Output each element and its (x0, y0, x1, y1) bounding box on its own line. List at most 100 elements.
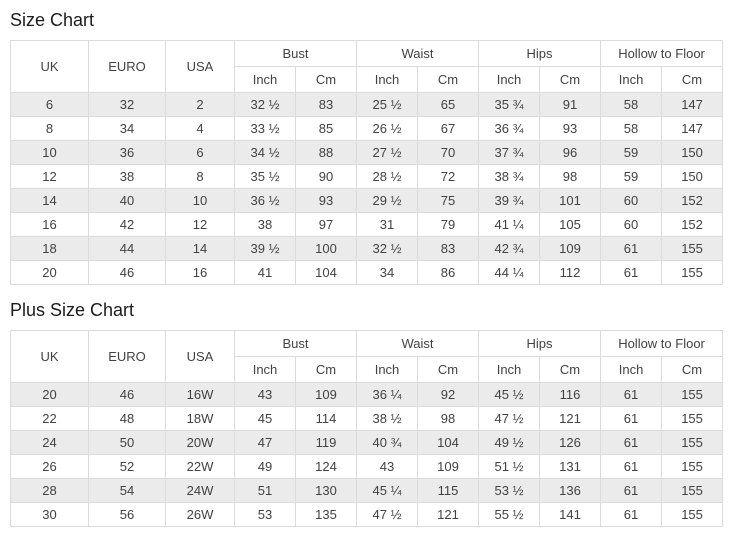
subheader-inch: Inch (356, 356, 419, 383)
column-header-uk: UK (10, 330, 89, 383)
table-cell: 26W (165, 502, 235, 527)
table-cell: 85 (294, 116, 358, 141)
table-row: 18 44 14 39 ½ 100 32 ½ 83 42 ¾ 109 61 155 (10, 236, 724, 261)
table-cell: 39 ½ (234, 236, 296, 261)
table-cell: 6 (10, 92, 89, 117)
subheader-cm: Cm (417, 66, 480, 93)
table-cell: 90 (294, 164, 358, 189)
table-cell: 104 (417, 430, 480, 455)
table-cell: 32 (88, 92, 166, 117)
table-cell: 155 (661, 260, 724, 285)
table-cell: 14 (165, 236, 235, 261)
table-cell: 88 (294, 140, 358, 165)
table-cell: 96 (539, 140, 602, 165)
table-cell: 38 (88, 164, 166, 189)
table-cell: 25 ½ (356, 92, 419, 117)
table-cell: 35 ½ (234, 164, 296, 189)
subheader-cm: Cm (539, 66, 602, 93)
table-cell: 61 (600, 382, 663, 407)
subheader-inch: Inch (600, 66, 663, 93)
column-header-euro: EURO (88, 40, 166, 93)
table-cell: 44 ¼ (478, 260, 541, 285)
subheader-inch: Inch (356, 66, 419, 93)
table-cell: 27 ½ (356, 140, 419, 165)
table-cell: 53 ½ (478, 478, 541, 503)
table-cell: 92 (417, 382, 480, 407)
table-cell: 59 (600, 164, 663, 189)
table-cell: 47 ½ (478, 406, 541, 431)
table-cell: 155 (661, 454, 724, 479)
column-header-euro: EURO (88, 330, 166, 383)
table-cell: 22 (10, 406, 89, 431)
size-chart-body: 6 32 2 32 ½ 83 25 ½ 65 35 ¾ 91 58 147 8 34 4 33 ½ 85 26 … (10, 92, 724, 285)
subheader-cm: Cm (661, 66, 724, 93)
table-cell: 10 (10, 140, 89, 165)
table-cell: 10 (165, 188, 235, 213)
table-row: 28 54 24W 51 130 45 ¼ 115 53 ½ 136 61 155 (10, 478, 724, 503)
table-cell: 121 (539, 406, 602, 431)
column-group-hollow-to-floor: Hollow to Floor (600, 40, 724, 67)
table-cell: 72 (417, 164, 480, 189)
table-cell: 12 (165, 212, 235, 237)
table-cell: 105 (539, 212, 602, 237)
table-cell: 51 ½ (478, 454, 541, 479)
table-row: 16 42 12 38 97 31 79 41 ¼ 105 60 152 (10, 212, 724, 237)
column-header-usa: USA (165, 330, 235, 383)
table-row: 8 34 4 33 ½ 85 26 ½ 67 36 ¾ 93 58 147 (10, 116, 724, 141)
table-row: 26 52 22W 49 124 43 109 51 ½ 131 61 155 (10, 454, 724, 479)
table-cell: 47 (234, 430, 296, 455)
size-chart-title: Size Chart (10, 10, 95, 30)
table-cell: 86 (417, 260, 480, 285)
plus-size-chart-header: UK EURO USA Bust Waist Hips Hollow to Fl… (10, 330, 724, 383)
table-cell: 49 ½ (478, 430, 541, 455)
table-cell: 33 ½ (234, 116, 296, 141)
table-cell: 130 (294, 478, 358, 503)
table-cell: 115 (417, 478, 480, 503)
table-cell: 54 (88, 478, 166, 503)
table-cell: 41 (234, 260, 296, 285)
table-cell: 53 (234, 502, 296, 527)
table-cell: 79 (417, 212, 480, 237)
column-group-bust: Bust (233, 330, 358, 357)
table-cell: 109 (417, 454, 480, 479)
table-cell: 8 (165, 164, 235, 189)
size-chart-header: UK EURO USA Bust Waist Hips Hollow to Fl… (10, 40, 724, 93)
table-cell: 60 (600, 188, 663, 213)
table-cell: 24 (10, 430, 89, 455)
table-cell: 61 (600, 236, 663, 261)
column-group-bust: Bust (233, 40, 358, 67)
table-cell: 46 (88, 382, 166, 407)
table-cell: 34 ½ (234, 140, 296, 165)
table-cell: 136 (539, 478, 602, 503)
table-cell: 155 (661, 478, 724, 503)
table-cell: 4 (165, 116, 235, 141)
table-cell: 20 (10, 382, 89, 407)
table-cell: 61 (600, 454, 663, 479)
table-cell: 38 ¾ (478, 164, 541, 189)
table-row: 20 46 16W 43 109 36 ¼ 92 45 ½ 116 61 155 (10, 382, 724, 407)
table-cell: 112 (539, 260, 602, 285)
table-cell: 126 (539, 430, 602, 455)
table-cell: 45 ½ (478, 382, 541, 407)
table-cell: 119 (294, 430, 358, 455)
table-cell: 155 (661, 430, 724, 455)
table-cell: 35 ¾ (478, 92, 541, 117)
table-cell: 67 (417, 116, 480, 141)
table-cell: 16 (10, 212, 89, 237)
table-cell: 29 ½ (356, 188, 419, 213)
table-cell: 58 (600, 116, 663, 141)
table-cell: 75 (417, 188, 480, 213)
table-cell: 36 ¾ (478, 116, 541, 141)
table-cell: 83 (417, 236, 480, 261)
table-row: 6 32 2 32 ½ 83 25 ½ 65 35 ¾ 91 58 147 (10, 92, 724, 117)
table-cell: 150 (661, 140, 724, 165)
table-cell: 39 ¾ (478, 188, 541, 213)
table-cell: 100 (294, 236, 358, 261)
table-cell: 59 (600, 140, 663, 165)
table-cell: 36 (88, 140, 166, 165)
table-cell: 155 (661, 502, 724, 527)
table-cell: 61 (600, 430, 663, 455)
table-cell: 8 (10, 116, 89, 141)
table-cell: 18 (10, 236, 89, 261)
